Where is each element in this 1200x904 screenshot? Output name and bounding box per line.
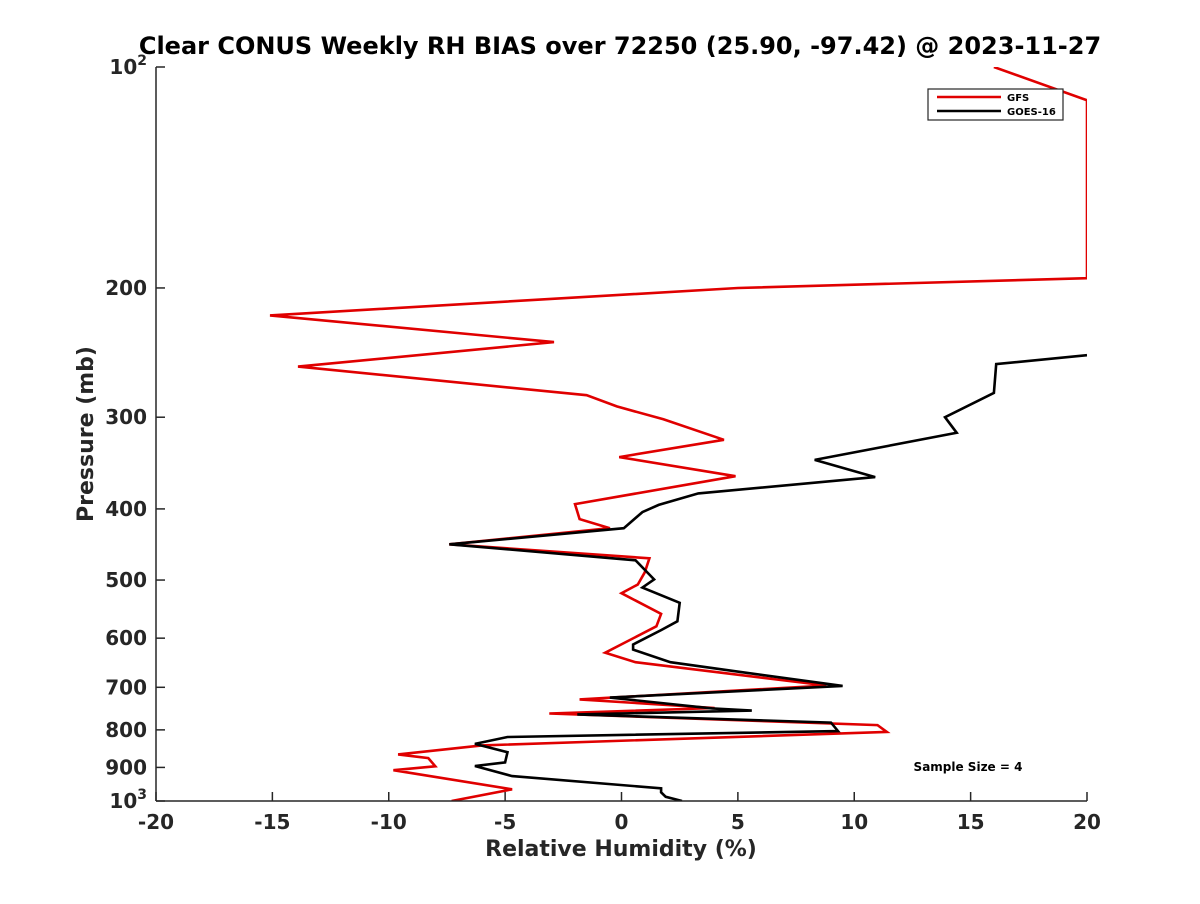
x-tick-label: -10 [371, 810, 407, 834]
y-tick-label: 700 [105, 675, 147, 699]
sample-size-annotation: Sample Size = 4 [914, 760, 1023, 774]
x-tick-label: -20 [138, 810, 174, 834]
legend: GFS GOES-16 [927, 88, 1064, 121]
x-tick-label: 15 [957, 810, 985, 834]
series-layer [269, 67, 1087, 801]
y-tick-label: 400 [105, 497, 147, 521]
x-tick-label: 0 [615, 810, 629, 834]
legend-label-goes-16: GOES-16 [1007, 107, 1056, 118]
series-line-gfs [269, 67, 1087, 801]
y-tick-label: 500 [105, 568, 147, 592]
y-tick-label: 800 [105, 718, 147, 742]
y-tick-label: 103 [109, 787, 147, 813]
x-tick-label: 20 [1073, 810, 1101, 834]
x-tick-label: -15 [254, 810, 290, 834]
y-tick-label: 200 [105, 276, 147, 300]
y-tick-label: 102 [109, 53, 147, 79]
y-axis-label: Pressure (mb) [74, 346, 99, 522]
y-tick-label: 300 [105, 405, 147, 429]
ticks-layer: -20 -15 -10 -5 0 5 10 15 20 200 300 400 500 600 700 800… [105, 53, 1101, 834]
plot-area: -20 -15 -10 -5 0 5 10 15 20 200 300 400 500 600 700 800… [105, 53, 1101, 834]
chart-title: Clear CONUS Weekly RH BIAS over 72250 (2… [139, 32, 1101, 60]
y-tick-label: 900 [105, 755, 147, 779]
series-line-goes-16 [449, 353, 1087, 801]
x-tick-label: 10 [840, 810, 868, 834]
x-tick-label: 5 [731, 810, 745, 834]
x-tick-label: -5 [494, 810, 516, 834]
legend-box [927, 88, 1064, 121]
y-tick-label: 600 [105, 626, 147, 650]
x-axis-label: Relative Humidity (%) [485, 837, 757, 862]
legend-label-gfs: GFS [1007, 93, 1029, 104]
